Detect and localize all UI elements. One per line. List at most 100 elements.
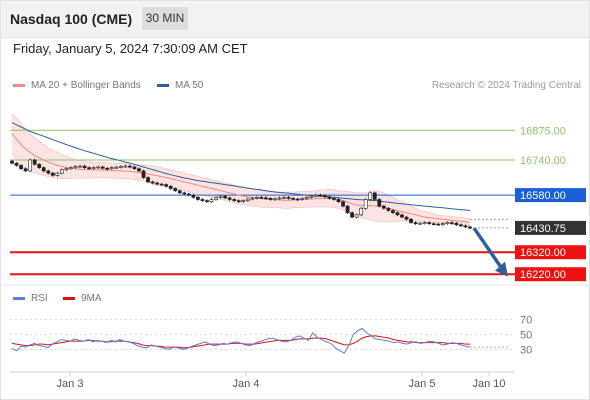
candle-body xyxy=(186,193,191,196)
candle-body xyxy=(354,214,359,218)
candle-body xyxy=(118,166,123,168)
candle-body xyxy=(150,181,155,184)
candle-body xyxy=(105,167,110,170)
candle-body xyxy=(468,226,472,229)
candle-body xyxy=(164,184,169,187)
candle-body xyxy=(91,167,96,170)
rsi-tick-30: 30 xyxy=(520,344,532,356)
candle-body xyxy=(73,166,78,168)
x-tick-label-2: Jan 5 xyxy=(409,378,436,390)
level-label-1: 16740.00 xyxy=(520,155,566,167)
timeframe-button[interactable]: 30 MIN xyxy=(142,7,188,30)
candle-body xyxy=(413,222,418,224)
candle-body xyxy=(427,222,432,224)
candle-body xyxy=(386,207,391,211)
candle-body xyxy=(368,192,373,200)
candle-body xyxy=(363,199,368,209)
candle-body xyxy=(64,168,69,171)
candle-body xyxy=(336,199,341,202)
candle-body xyxy=(300,198,305,200)
legend-9ma: 9MA xyxy=(63,293,102,304)
legend-ma50: MA 50 xyxy=(157,80,203,91)
candle-body xyxy=(109,167,114,170)
level-label-4: 16320.00 xyxy=(520,247,566,259)
candle-body xyxy=(19,165,23,170)
candle-body xyxy=(50,172,55,176)
level-tag-3 xyxy=(515,220,586,235)
ma20-swatch xyxy=(13,83,25,87)
candle-body xyxy=(205,200,209,202)
x-tick-label-3: Jan 10 xyxy=(472,378,505,390)
level-label-0: 16875.00 xyxy=(520,125,566,137)
credit-text: Research © 2024 Trading Central xyxy=(431,80,581,91)
candle-body xyxy=(381,205,386,209)
candle-body xyxy=(23,168,28,172)
candle-body xyxy=(318,194,323,197)
candle-body xyxy=(395,212,400,216)
candle-body xyxy=(123,165,128,168)
rsi-tick-50: 50 xyxy=(520,329,532,341)
candle-body xyxy=(273,198,277,201)
candle-body xyxy=(341,201,345,207)
candle-body xyxy=(418,222,423,225)
legend-ma50-label: MA 50 xyxy=(175,80,204,91)
level-label-5: 16220.00 xyxy=(520,269,566,281)
forecast-arrow-head xyxy=(495,261,508,277)
rsi-tick-70: 70 xyxy=(520,314,532,326)
candle-body xyxy=(350,212,354,218)
candle-body xyxy=(400,214,404,218)
bb-lower-line xyxy=(11,153,471,227)
candle-body xyxy=(168,186,173,189)
candle-body xyxy=(245,198,250,201)
candle-body xyxy=(282,196,286,199)
ma50-line xyxy=(11,122,471,211)
candle-body xyxy=(146,177,150,183)
candle-body xyxy=(264,197,268,200)
candle-body xyxy=(332,198,336,200)
candle-body xyxy=(323,195,327,198)
candle-body xyxy=(128,165,132,168)
candle-body xyxy=(87,167,91,170)
candle-body xyxy=(191,194,196,198)
ma50-swatch xyxy=(157,83,169,87)
candle-body xyxy=(431,223,436,225)
candle-body xyxy=(422,222,427,224)
candle-body xyxy=(345,205,350,213)
x-tick-label-0: Jan 3 xyxy=(57,378,84,390)
level-label-3: 16430.75 xyxy=(520,223,566,235)
legend-rsi: RSI xyxy=(13,293,48,304)
candle-body xyxy=(69,167,73,170)
candle-body xyxy=(440,223,445,225)
candle-body xyxy=(459,224,463,227)
candle-body xyxy=(37,164,42,168)
candle-body xyxy=(177,190,182,194)
candle-body xyxy=(291,198,296,200)
candle-body xyxy=(268,198,273,200)
candle-body xyxy=(132,166,137,170)
level-label-2: 16580.00 xyxy=(520,190,566,202)
rsi-9ma-line xyxy=(11,335,470,349)
candle-body xyxy=(96,166,101,169)
candle-body xyxy=(28,159,33,172)
candle-body xyxy=(359,207,364,216)
instrument-title: Nasdaq 100 (CME) xyxy=(10,11,133,27)
candle-body xyxy=(304,196,309,199)
candle-body xyxy=(223,195,228,199)
candle-body xyxy=(454,222,459,226)
candle-body xyxy=(241,200,246,202)
candle-body xyxy=(10,160,14,164)
legend-ma20-label: MA 20 + Bollinger Bands xyxy=(31,80,141,91)
candle-body xyxy=(313,194,318,197)
candle-body xyxy=(250,197,255,200)
candle-body xyxy=(236,200,241,202)
timestamp: Friday, January 5, 2024 7:30:09 AM CET xyxy=(13,41,248,56)
candle-body xyxy=(114,166,119,169)
forecast-arrow-shaft xyxy=(472,227,506,273)
candle-body xyxy=(182,192,187,195)
level-tag-5 xyxy=(515,267,586,282)
candle-body xyxy=(463,225,468,228)
candle-body xyxy=(436,223,441,226)
level-tag-4 xyxy=(515,245,586,260)
legend-rsi-label: RSI xyxy=(31,293,48,304)
